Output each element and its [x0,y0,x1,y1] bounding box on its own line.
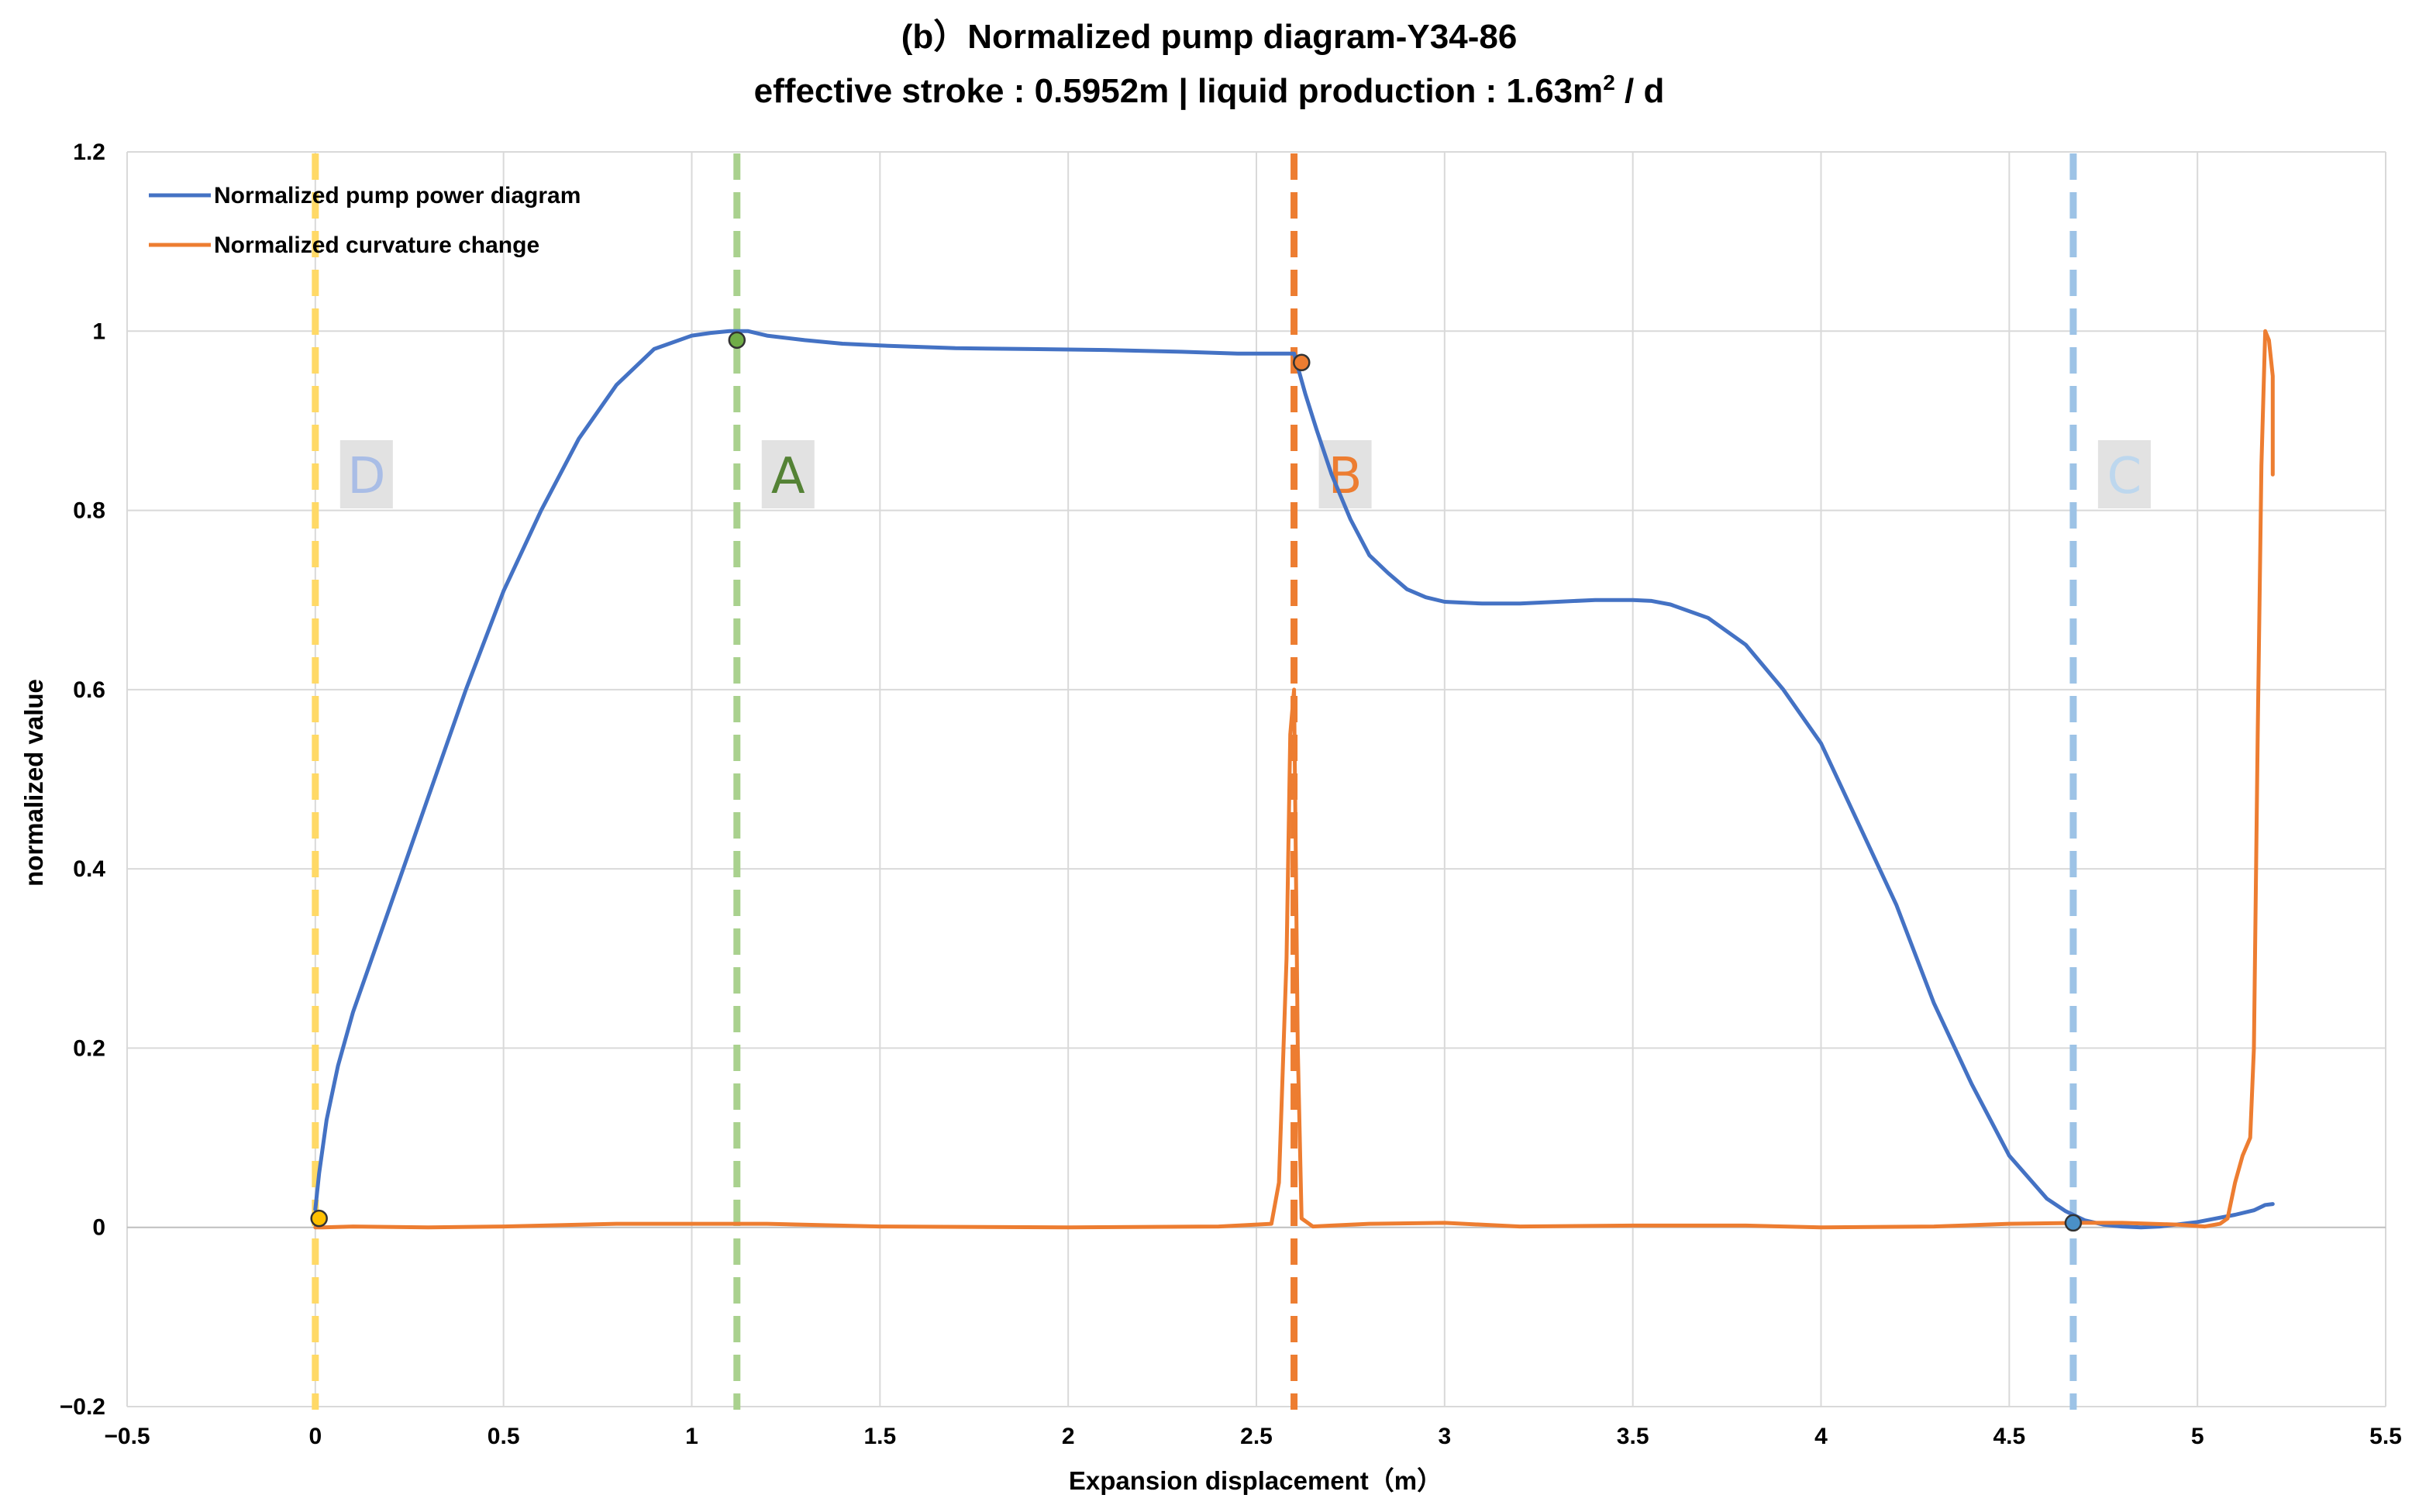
y-tick-label: −0.2 [60,1394,105,1420]
highlight-point-3 [1293,353,1311,372]
x-tick-label: 0 [308,1424,322,1449]
reference-label-box-a [761,440,815,508]
x-tick-label: 3.5 [1617,1424,1649,1449]
x-tick-label: 4.5 [1993,1424,2025,1449]
reference-label-box-b [1318,440,1372,508]
y-tick-label: 0.8 [73,498,105,524]
y-tick-label: 1.2 [73,139,105,165]
tick-labels: −0.5 0 0.5 1 1.5 2 2.5 3 3.5 4 4.5 5 5.5 −0.2 0 0.2 0.4 0… [60,139,2402,1449]
reference-label-c: C [2107,448,2142,505]
chart-title: (b）Normalized pump diagram-Y34-86 [901,18,1518,56]
series-line-pump-power [313,329,2275,1230]
legend-label-pump-power: Normalized pump power diagram [214,183,581,208]
highlight-points [310,331,2083,1232]
highlight-point-4 [2064,1214,2083,1232]
highlight-point-2 [728,331,746,350]
x-tick-label: −0.5 [104,1424,150,1449]
grid [126,151,2386,1407]
y-tick-label: 0.2 [73,1035,105,1061]
highlight-point-1 [310,1209,328,1228]
subtitle-prefix: effective stroke : 0.5952m | liquid prod… [754,72,1604,111]
reference-label-d: D [347,448,385,505]
x-tick-label: 0.5 [488,1424,520,1449]
y-tick-label: 0 [92,1215,105,1241]
subtitle-suffix: / d [1615,72,1665,110]
x-axis-label: Expansion displacement（m） [1069,1466,1442,1495]
reference-label-box-c [2097,440,2151,508]
reference-label-a: A [771,448,805,505]
chart-subtitle: effective stroke : 0.5952m | liquid prod… [754,71,1665,111]
x-tick-label: 2 [1062,1424,1075,1449]
x-tick-label: 4 [1814,1424,1828,1449]
x-tick-label: 1.5 [863,1424,896,1449]
y-axis-label: normalized value [19,679,48,887]
x-tick-label: 1 [685,1424,698,1449]
y-tick-label: 1 [92,319,105,344]
y-tick-label: 0.6 [73,677,105,703]
x-tick-label: 3 [1438,1424,1451,1449]
x-tick-label: 2.5 [1240,1424,1273,1449]
legend-label-curvature: Normalized curvature change [214,232,539,258]
x-tick-label: 5 [2191,1424,2204,1449]
y-tick-label: 0.4 [73,856,105,882]
series-lines [313,329,2275,1230]
series-line-curvature [313,329,2275,1230]
reference-label-box-d [339,440,393,508]
x-tick-label: 5.5 [2369,1424,2402,1449]
legend: Normalized pump power diagram Normalized… [149,183,581,258]
subtitle-superscript: 2 [1603,71,1615,95]
